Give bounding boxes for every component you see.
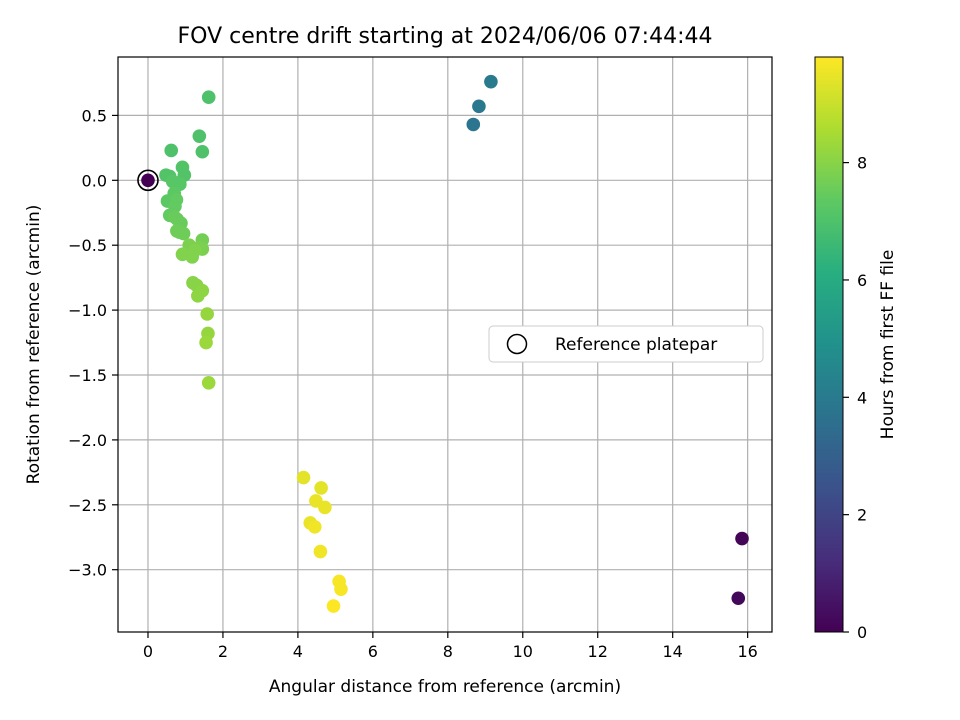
x-tick-label: 14 [663, 642, 683, 661]
data-point [200, 307, 214, 321]
x-tick-label: 16 [737, 642, 757, 661]
legend: Reference platepar [488, 325, 764, 363]
colorbar-tick-label: 2 [857, 506, 867, 525]
data-point [313, 544, 328, 559]
colorbar-tick-label: 0 [857, 623, 867, 642]
x-tick-label: 0 [143, 642, 153, 661]
y-tick-label: 0.0 [82, 171, 107, 190]
reference-marker [137, 169, 159, 192]
data-point [192, 129, 207, 143]
data-point [731, 591, 746, 606]
data-point [164, 143, 179, 158]
colorbar-tick-label: 4 [857, 388, 867, 407]
data-point [201, 90, 216, 105]
y-axis-label: Rotation from reference (arcmin) [24, 205, 44, 485]
data-point [141, 173, 155, 188]
data-points [141, 74, 749, 613]
x-tick-label: 12 [588, 642, 608, 661]
data-point [334, 582, 348, 596]
legend-box [488, 325, 764, 363]
data-point [326, 599, 341, 613]
data-point [307, 520, 322, 534]
y-tick-label: 0.5 [82, 106, 107, 125]
x-tick-label: 6 [368, 642, 378, 661]
data-point [296, 470, 311, 485]
x-axis-label: Angular distance from reference (arcmin) [269, 677, 621, 697]
data-point [318, 500, 332, 515]
data-point [472, 99, 486, 114]
y-tick-label: −3.0 [68, 561, 107, 580]
data-point [191, 289, 205, 303]
colorbar-tick-label: 8 [857, 154, 867, 173]
data-point [199, 335, 213, 350]
data-point [201, 375, 216, 390]
colorbar-label: Hours from first FF file [878, 250, 898, 440]
colorbar-ticks: 0 2 4 6 8 [843, 154, 867, 642]
data-point [195, 144, 210, 159]
legend-marker [506, 333, 528, 355]
data-point [484, 74, 498, 89]
legend-label: Reference platepar [555, 335, 717, 355]
y-tick-label: −1.5 [68, 366, 107, 385]
plot-frame [117, 56, 773, 633]
data-point [185, 250, 200, 264]
data-point [735, 531, 749, 546]
data-point [176, 226, 191, 241]
y-tick-label: −0.5 [68, 236, 107, 255]
colorbar [814, 56, 844, 633]
x-tick-label: 10 [513, 642, 533, 661]
x-tick-label: 2 [218, 642, 228, 661]
x-axis-ticks: 0 2 4 6 8 10 12 14 16 [143, 632, 758, 661]
y-axis-ticks: 0.5 0.0 −0.5 −1.0 −1.5 −2.0 −2.5 −3.0 [68, 106, 118, 580]
x-tick-label: 4 [293, 642, 303, 661]
chart-title: FOV centre drift starting at 2024/06/06 … [178, 24, 713, 49]
x-tick-label: 8 [443, 642, 453, 661]
reference-platepar-marker [137, 169, 159, 192]
y-tick-label: −1.0 [68, 301, 107, 320]
y-tick-label: −2.5 [68, 496, 107, 515]
data-point [466, 117, 481, 132]
data-point [314, 481, 328, 495]
y-tick-label: −2.0 [68, 431, 107, 450]
colorbar-tick-label: 6 [857, 271, 867, 290]
